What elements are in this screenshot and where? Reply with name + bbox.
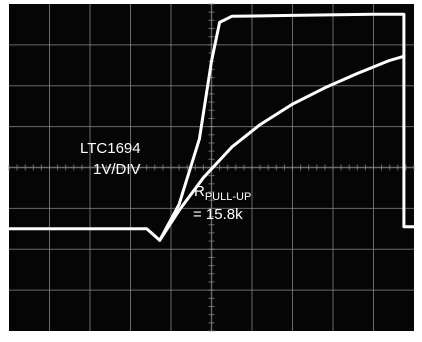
annotation-group: LTC1694 1V/DIV RPULL-UP = 15.8k [80, 140, 251, 223]
pullup-subscript: PULL-UP [205, 191, 251, 203]
trace-line-2 [158, 54, 406, 242]
pullup-label: RPULL-UP [194, 183, 251, 203]
pullup-main: R [194, 183, 205, 200]
pullup-value: = 15.8k [193, 206, 243, 223]
scale-label: 1V/DIV [93, 161, 141, 178]
graticule [8, 3, 415, 332]
trace-group [7, 12, 416, 242]
part-label: LTC1694 [80, 140, 141, 157]
